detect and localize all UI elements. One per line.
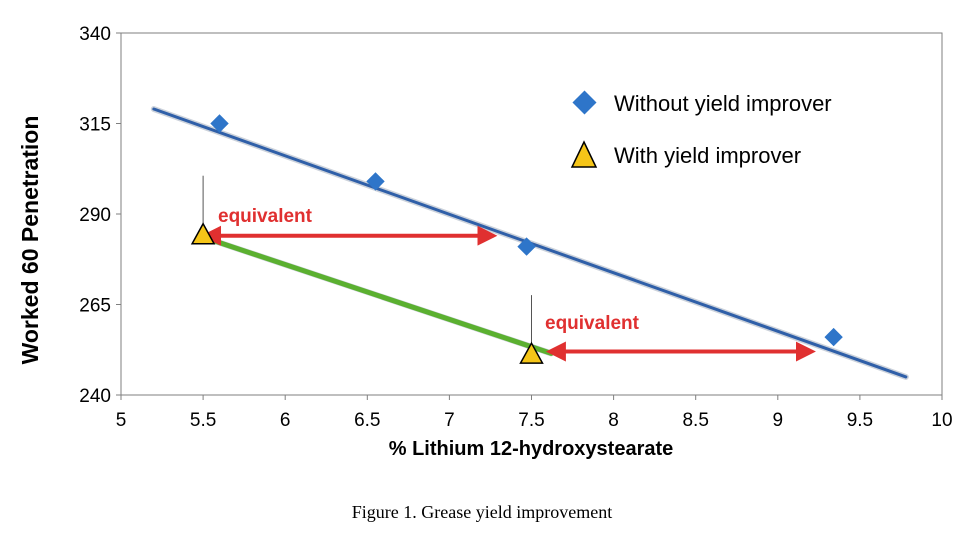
x-tick-label: 7.5 (518, 410, 544, 431)
trendline-with-yield-improver (200, 234, 554, 356)
y-axis-title: Worked 60 Penetration (17, 116, 43, 365)
y-tick-label: 290 (79, 205, 111, 226)
figure-caption: Figure 1. Grease yield improvement (351, 502, 613, 522)
x-tick-label: 7 (444, 410, 455, 431)
point-with-yield-improver (519, 341, 544, 364)
annotation-equivalent-2: equivalent (545, 313, 640, 334)
legend-marker-with (570, 140, 598, 168)
x-tick-label: 9.5 (847, 410, 873, 431)
chart-svg: 5 5.5 6 6.5 7 7.5 8 8.5 9 9.5 10 240 265 290 315 340 e… (17, 24, 953, 460)
y-axis-ticks: 240 265 290 315 340 (79, 24, 121, 407)
point-without-yield-improver (517, 237, 536, 256)
annotation-equivalent-1: equivalent (218, 206, 313, 227)
legend-label-without: Without yield improver (614, 91, 832, 116)
y-tick-label: 340 (79, 24, 111, 45)
equivalent-arrows (201, 225, 816, 362)
y-tick-label: 240 (79, 386, 111, 407)
x-axis-title: % Lithium 12-hydroxystearate (389, 438, 674, 460)
point-without-yield-improver (824, 327, 843, 347)
legend-label-with: With yield improver (614, 143, 801, 168)
y-tick-label: 265 (79, 296, 111, 317)
x-tick-label: 5 (116, 410, 127, 431)
x-axis-ticks: 5 5.5 6 6.5 7 7.5 8 8.5 9 9.5 10 (116, 395, 953, 431)
x-tick-label: 6.5 (354, 410, 380, 431)
x-tick-label: 10 (931, 410, 952, 431)
point-with-yield-improver (190, 222, 216, 245)
y-tick-label: 315 (79, 115, 111, 136)
x-tick-label: 6 (280, 410, 291, 431)
legend: Without yield improver With yield improv… (570, 90, 832, 168)
x-tick-label: 9 (773, 410, 784, 431)
x-tick-label: 5.5 (190, 410, 216, 431)
point-without-yield-improver (210, 114, 229, 133)
x-tick-label: 8.5 (682, 410, 708, 431)
point-without-yield-improver (366, 172, 385, 191)
x-tick-label: 8 (608, 410, 619, 431)
data-points (190, 114, 843, 364)
